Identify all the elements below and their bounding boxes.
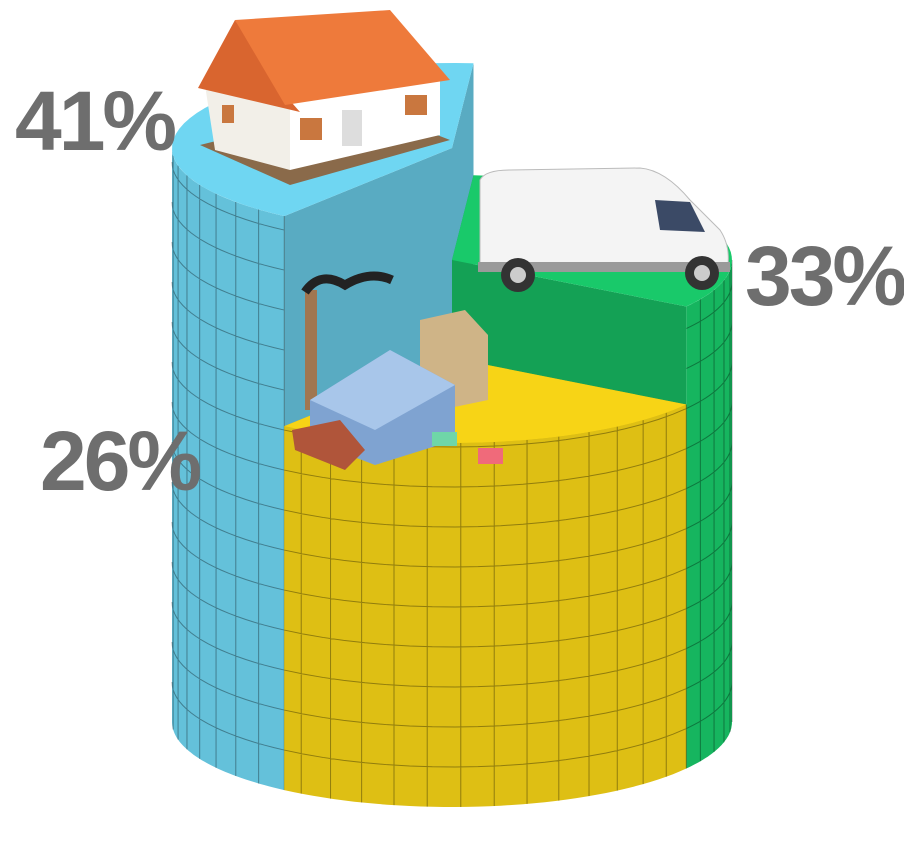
- outer-wall: [284, 404, 687, 807]
- wall-grid: [686, 260, 733, 762]
- outer-wall: [686, 260, 732, 769]
- factory-icon: [292, 271, 503, 470]
- outer-wall: [172, 148, 285, 791]
- value-label: 41%: [15, 74, 175, 168]
- wall-grid: [171, 155, 285, 791]
- house-icon: [198, 10, 450, 185]
- van-icon: [478, 167, 730, 292]
- value-label: 26%: [40, 414, 200, 508]
- value-label: 33%: [745, 229, 904, 323]
- wall-grid: [284, 404, 687, 807]
